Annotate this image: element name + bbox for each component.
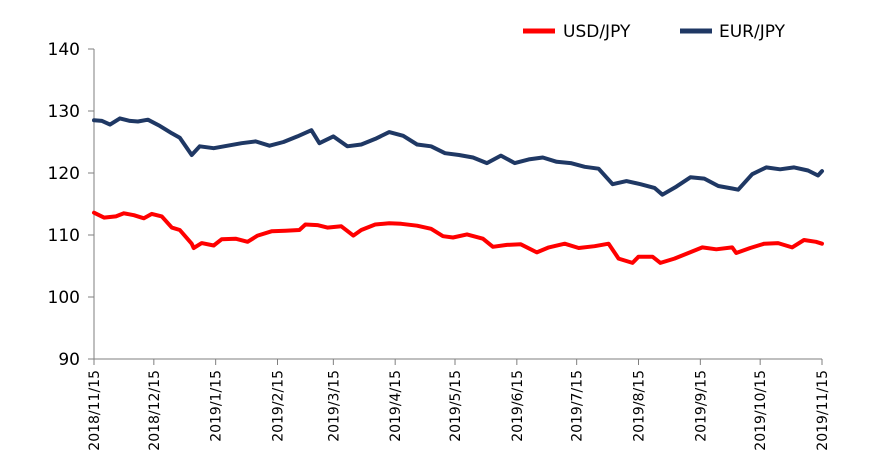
- y-tick-label: 100: [48, 288, 80, 308]
- x-tick-label: 2019/1/15: [209, 370, 225, 442]
- x-tick-label: 2019/7/15: [570, 370, 586, 442]
- x-tick-label: 2019/3/15: [326, 370, 342, 442]
- y-tick-label: 120: [48, 164, 80, 184]
- series-line-eur-jpy: [92, 116, 824, 197]
- x-tick-label: 2019/9/15: [693, 370, 709, 442]
- y-tick-label: 90: [58, 350, 80, 370]
- legend-label-eur-jpy: EUR/JPY: [719, 22, 786, 42]
- legend: USD/JPY EUR/JPY: [523, 22, 786, 42]
- legend-item-eur-jpy: EUR/JPY: [680, 22, 786, 42]
- x-tick-label: 2019/8/15: [632, 370, 648, 442]
- y-tick-label: 140: [48, 40, 80, 60]
- x-tick-label: 2019/11/15: [815, 370, 831, 451]
- series-line-usd-jpy: [92, 210, 824, 265]
- x-tick-label: 2018/12/15: [147, 370, 163, 451]
- legend-item-usd-jpy: USD/JPY: [523, 22, 631, 42]
- x-tick-label: 2019/2/15: [270, 370, 286, 442]
- x-axis-ticks: 2018/11/15 2018/12/15 2019/1/15 2019/2/15 20…: [87, 359, 831, 451]
- axes: [93, 49, 822, 360]
- x-tick-label: 2018/11/15: [87, 370, 103, 451]
- y-tick-label: 130: [48, 102, 80, 122]
- legend-label-usd-jpy: USD/JPY: [563, 22, 631, 42]
- x-tick-label: 2019/6/15: [510, 370, 526, 442]
- x-tick-label: 2019/5/15: [448, 370, 464, 442]
- series-layer: [92, 116, 824, 265]
- y-tick-label: 110: [48, 226, 80, 246]
- x-tick-label: 2019/10/15: [753, 370, 769, 451]
- x-tick-label: 2019/4/15: [388, 370, 404, 442]
- y-axis-ticks: 90 100 110 120 130 140: [48, 40, 94, 370]
